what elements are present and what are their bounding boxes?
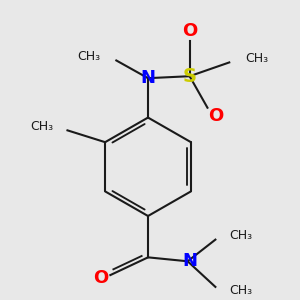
- Text: CH₃: CH₃: [31, 120, 54, 133]
- Text: O: O: [208, 106, 223, 124]
- Text: CH₃: CH₃: [229, 284, 252, 297]
- Text: S: S: [183, 67, 196, 86]
- Text: N: N: [140, 69, 155, 87]
- Text: CH₃: CH₃: [77, 50, 101, 63]
- Text: O: O: [182, 22, 197, 40]
- Text: N: N: [182, 252, 197, 270]
- Text: CH₃: CH₃: [245, 52, 268, 65]
- Text: O: O: [93, 269, 108, 287]
- Text: CH₃: CH₃: [229, 229, 252, 242]
